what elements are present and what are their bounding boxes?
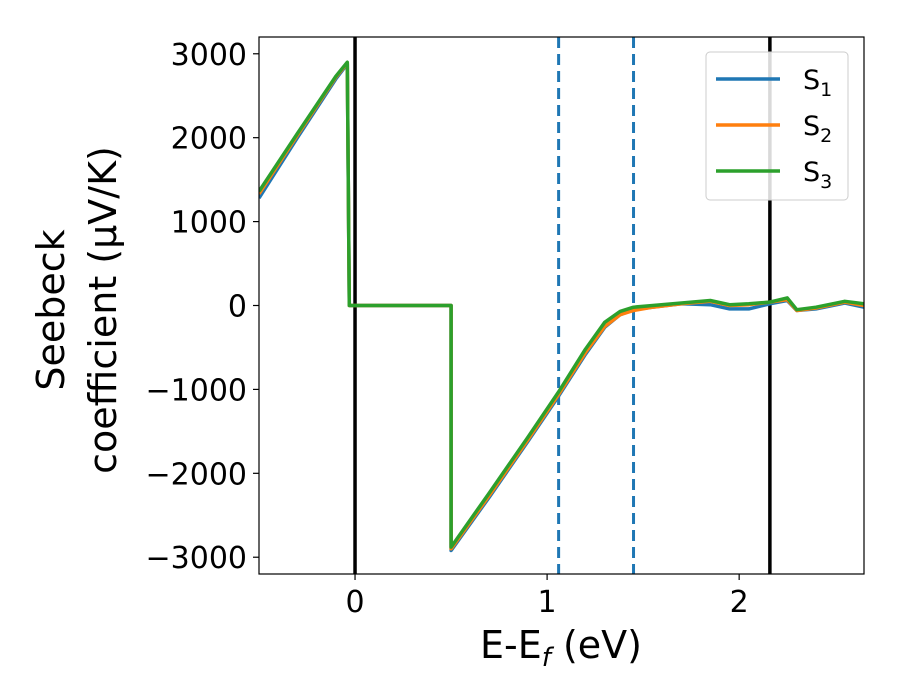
y-tick-label: 3000 [171,38,247,73]
x-tick-label: 0 [345,585,364,620]
legend-label-3: S3 [803,157,832,193]
x-tick-label: 2 [730,585,749,620]
y-tick-label: 1000 [171,206,247,241]
y-tick-label: −3000 [146,541,247,576]
y-tick-label: −1000 [146,373,247,408]
y-tick-label: 2000 [171,122,247,157]
x-axis-label: E-Ef (eV) [480,623,642,673]
legend-label-1: S1 [803,65,832,101]
series-line-3 [259,60,864,549]
y-axis-label-line1: Seebeck [29,229,73,390]
y-tick-label: 0 [228,290,247,325]
legend-label-2: S2 [803,111,832,147]
x-tick-label: 1 [538,585,557,620]
y-tick-label: −2000 [146,457,247,492]
legend: S1 S2 S3 [705,51,849,201]
y-axis-label-line2: coefficient (μV/K) [81,146,125,474]
